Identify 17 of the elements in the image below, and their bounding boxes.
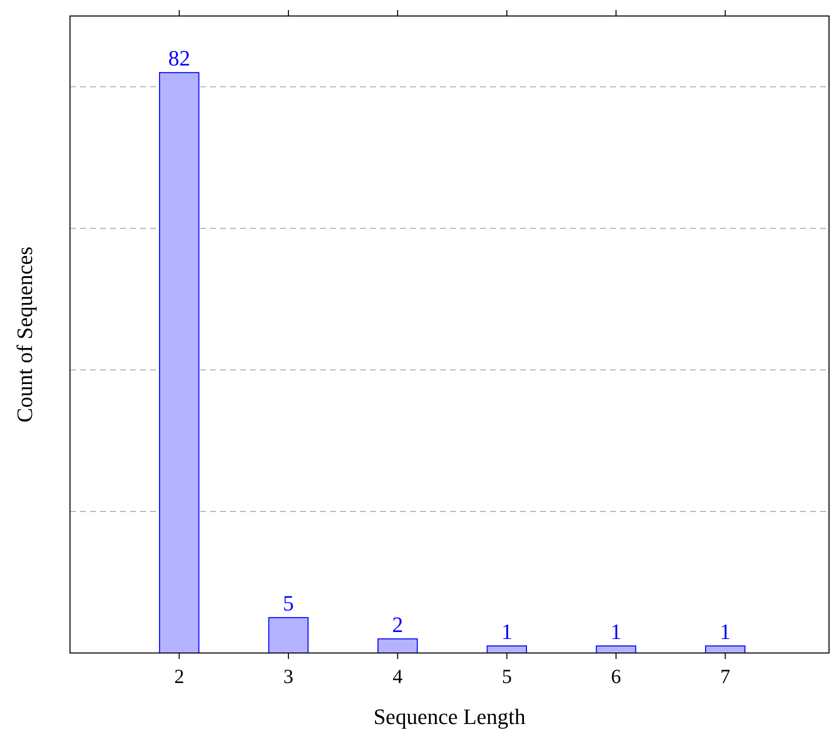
- data-label: 5: [282, 590, 294, 616]
- x-tick-label: 4: [392, 666, 403, 688]
- bar: [377, 638, 418, 654]
- bar: [268, 617, 309, 654]
- x-tick-label: 6: [611, 666, 622, 688]
- data-label: 1: [501, 618, 512, 644]
- x-tick-label: 7: [720, 666, 730, 688]
- x-tick-label: 2: [174, 666, 184, 688]
- data-label: 2: [392, 612, 404, 637]
- data-label: 1: [720, 618, 731, 644]
- x-tick-label: 5: [502, 666, 512, 688]
- x-tick-label: 3: [283, 666, 294, 688]
- x-axis-title: Sequence Length: [373, 704, 526, 729]
- data-label: 82: [168, 46, 190, 71]
- bar: [159, 72, 200, 654]
- y-axis-title: Count of Sequences: [12, 246, 37, 422]
- data-label: 1: [610, 618, 622, 644]
